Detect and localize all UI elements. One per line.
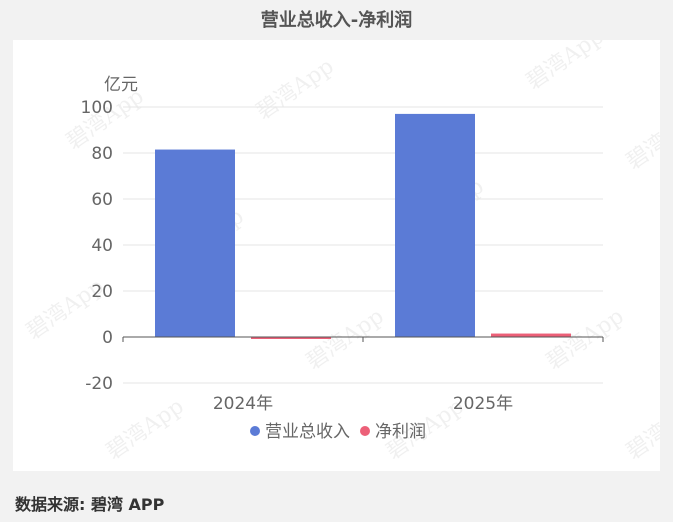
watermark-text: 碧湾App [622, 394, 660, 465]
watermark-text: 碧湾App [252, 54, 338, 125]
y-tick-label: 0 [102, 328, 113, 348]
y-tick-label: -20 [85, 374, 113, 394]
x-axis: 2024年 2025年 [122, 336, 604, 414]
chart-title: 营业总收入-净利润 [260, 10, 413, 31]
watermark-text: 碧湾App [102, 394, 188, 465]
watermark-text: 碧湾App [302, 304, 388, 375]
bar [395, 113, 475, 338]
watermark-text: 碧湾App [522, 40, 608, 95]
watermark-text: 碧湾App [542, 304, 628, 375]
data-source-note: 数据来源: 碧湾 APP [15, 495, 165, 514]
legend-label: 净利润 [375, 422, 426, 442]
y-tick-label: 100 [81, 98, 113, 118]
x-tick-label: 2024年 [213, 394, 273, 414]
legend-marker [250, 426, 260, 436]
bar [491, 333, 571, 337]
bar-series [155, 113, 571, 339]
bar [251, 337, 331, 339]
y-tick-label: 40 [91, 236, 113, 256]
x-tick-label: 2025年 [453, 394, 513, 414]
legend-label: 营业总收入 [265, 422, 350, 442]
y-tick-label: 20 [91, 282, 113, 302]
legend-marker [360, 426, 370, 436]
y-tick-label: 80 [91, 144, 113, 164]
y-axis-label: 亿元 [104, 75, 138, 95]
y-axis-ticks: 100 80 60 40 20 0 -20 [81, 98, 113, 394]
chart-panel: 碧湾App 碧湾App 碧湾App 碧湾App 碧湾App 碧湾App 碧湾App 碧湾App… [13, 40, 660, 471]
y-tick-label: 60 [91, 190, 113, 210]
legend: 营业总收入 净利润 [250, 422, 426, 442]
bar [155, 149, 235, 337]
watermark-text: 碧湾App [622, 104, 660, 175]
